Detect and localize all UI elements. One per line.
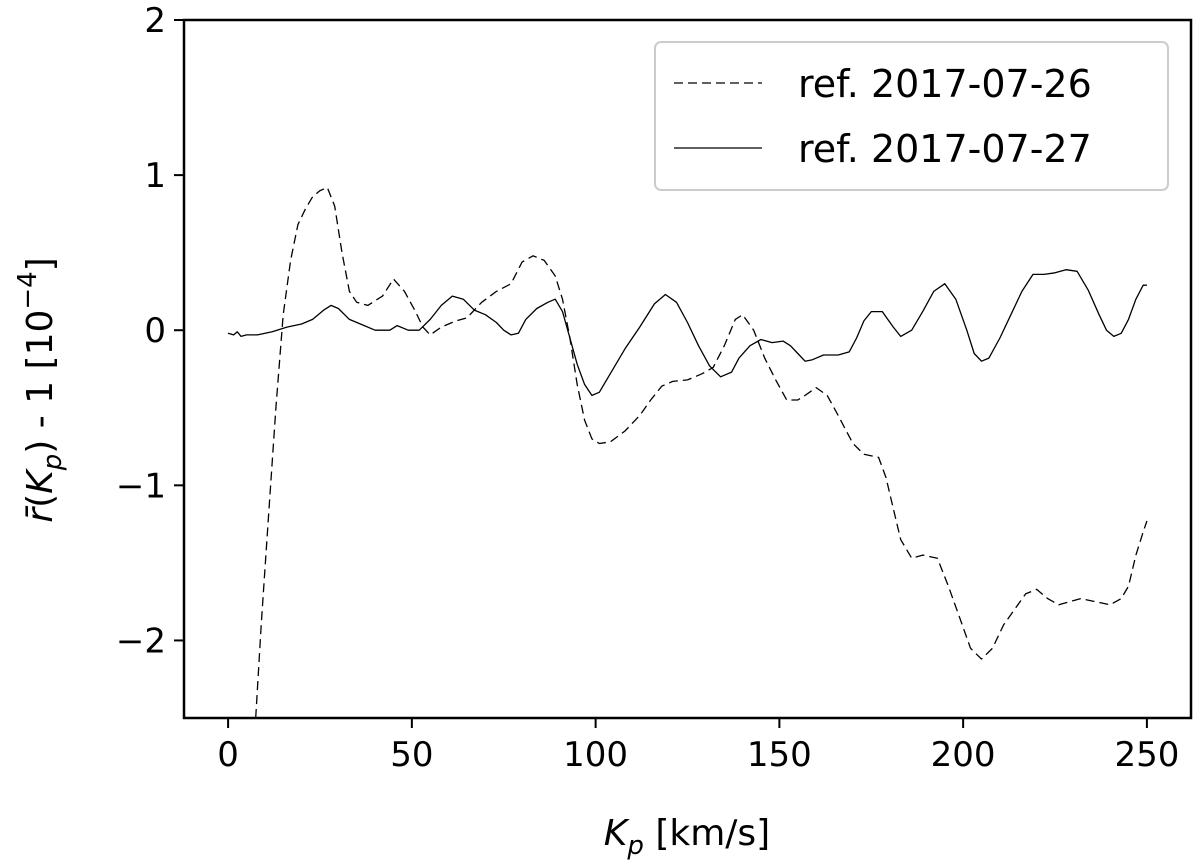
y-axis-label-end: ] [20,257,61,271]
x-axis-label-var: K [604,813,630,854]
x-tick-label: 0 [217,735,239,775]
x-tick-label: 150 [747,735,812,775]
y-axis-label: r̄(Kp) - 1 [10−4] [13,257,68,522]
y-axis-label-rbar: r̄ [20,505,61,523]
series-line-1 [255,186,1148,718]
y-axis-label-sub: p [38,454,68,472]
x-tick-label: 100 [563,735,628,775]
x-axis-label: Kp [km/s] [604,813,770,861]
legend-label-1: ref. 2017-07-26 [798,62,1092,106]
y-tick-label: 1 [144,156,166,196]
y-axis-label-open: ( [20,494,61,508]
legend-label-2: ref. 2017-07-27 [798,127,1092,171]
x-tick-label: 50 [390,735,433,775]
x-tick-label: 200 [931,735,996,775]
series-line-2 [227,269,1147,397]
y-tick-label: 2 [144,1,166,41]
y-tick-label: 0 [144,311,166,351]
x-axis-label-unit: [km/s] [644,813,770,854]
ticks-layer: 0 50 100 150 200 250 2 1 0 −1 −2 [116,1,1179,775]
y-axis-label-close: ) - 1 [10 [20,310,61,454]
x-tick-label: 250 [1114,735,1179,775]
y-axis-label-var: K [20,468,61,494]
plot-frame [182,18,1193,720]
y-tick-label: −1 [116,466,166,506]
y-tick-label: −2 [116,621,166,661]
legend: ref. 2017-07-26 ref. 2017-07-27 [654,41,1169,191]
y-axis-label-exp: −4 [13,271,43,309]
x-axis-label-sub: p [626,831,644,861]
legend-box [654,41,1169,191]
series-layer [227,186,1148,718]
